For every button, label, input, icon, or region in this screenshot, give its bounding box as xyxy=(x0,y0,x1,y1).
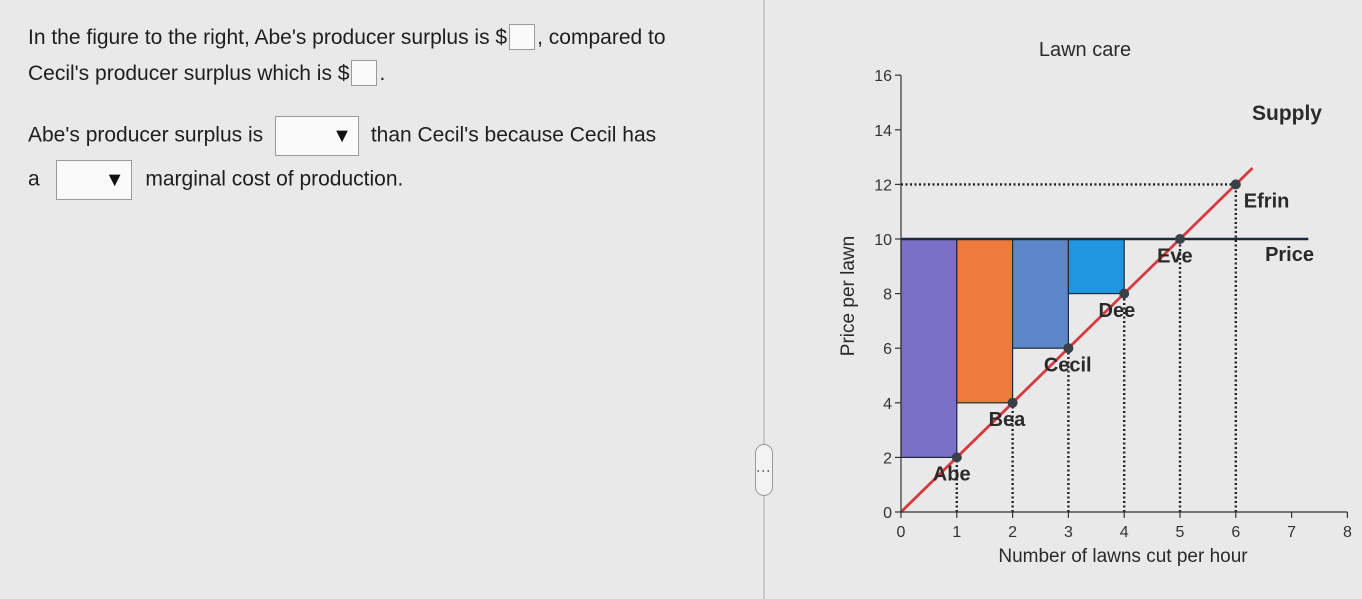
y-tick-label: 6 xyxy=(883,341,892,358)
comparison-dropdown[interactable]: ▼ xyxy=(274,116,359,156)
x-tick-label: 2 xyxy=(1008,524,1017,541)
y-tick-label: 8 xyxy=(883,287,892,304)
question-line-2: Cecil's producer surplus which is $. xyxy=(28,60,385,88)
question-line-3: Abe's producer surplus is ▼ than Cecil's… xyxy=(28,116,656,156)
seller-label-dee: Dee xyxy=(1099,300,1136,322)
question-text: than Cecil's because Cecil has xyxy=(370,123,657,147)
chart-labels: Lawn care Number of lawns cut per hour P… xyxy=(838,39,1322,567)
seller-label-efrin: Efrin xyxy=(1244,191,1290,213)
surplus-bar-cecil xyxy=(1012,238,1070,349)
marginal-cost-dropdown[interactable]: ▼ xyxy=(55,160,132,200)
y-axis-label: Price per lawn xyxy=(838,236,859,356)
chevron-down-icon: ▼ xyxy=(104,169,125,191)
y-tick-label: 2 xyxy=(883,450,892,467)
seller-label-cecil: Cecil xyxy=(1044,355,1092,377)
pane-resize-handle[interactable]: ⋮ xyxy=(755,444,773,496)
supply-point-cecil xyxy=(1063,343,1074,354)
supply-point-efrin xyxy=(1230,179,1241,190)
chevron-down-icon: ▼ xyxy=(332,125,352,147)
y-tick-label: 0 xyxy=(883,505,892,522)
y-tick-label: 16 xyxy=(874,68,892,85)
seller-label-bea: Bea xyxy=(989,409,1027,431)
surplus-bar-bea xyxy=(956,238,1014,404)
y-tick-label: 12 xyxy=(874,177,892,194)
seller-label-eve: Eve xyxy=(1157,245,1193,267)
seller-label-abe: Abe xyxy=(933,464,971,486)
surplus-bars xyxy=(900,238,1125,458)
y-tick-label: 4 xyxy=(883,396,892,413)
supply-point-dee xyxy=(1119,288,1130,299)
question-text: , compared to xyxy=(537,26,666,49)
supply-points xyxy=(951,179,1241,463)
x-tick-label: 6 xyxy=(1231,524,1240,541)
x-tick-label: 8 xyxy=(1343,524,1352,541)
supply-label: Supply xyxy=(1252,102,1322,125)
dotted-guides xyxy=(901,183,1237,512)
chart-title: Lawn care xyxy=(1039,39,1131,61)
x-tick-label: 4 xyxy=(1120,524,1129,541)
question-text: . xyxy=(379,62,386,85)
question-text: Abe's producer surplus is xyxy=(28,123,264,147)
question-line-4: a ▼ marginal cost of production. xyxy=(28,160,403,200)
surplus-bar-abe xyxy=(900,238,958,458)
price-label: Price xyxy=(1265,244,1314,266)
abe-surplus-input[interactable] xyxy=(509,24,536,50)
y-tick-label: 14 xyxy=(874,123,892,140)
supply-point-abe xyxy=(951,452,962,463)
drag-handle-icon: ⋮ xyxy=(756,464,772,476)
x-tick-label: 0 xyxy=(897,524,906,541)
cecil-surplus-input[interactable] xyxy=(351,60,378,86)
question-text: Cecil's producer surplus which is $ xyxy=(28,62,350,85)
y-tick-label: 10 xyxy=(874,232,892,249)
supply-point-bea xyxy=(1007,397,1018,408)
x-tick-label: 5 xyxy=(1176,524,1185,541)
surplus-bar-dee xyxy=(1067,238,1125,295)
question-text: a xyxy=(28,167,40,191)
x-tick-label: 3 xyxy=(1064,524,1073,541)
question-line-1: In the figure to the right, Abe's produc… xyxy=(28,24,666,52)
x-axis-label: Number of lawns cut per hour xyxy=(998,546,1248,567)
pane-divider xyxy=(763,0,765,599)
question-panel: In the figure to the right, Abe's produc… xyxy=(28,24,666,200)
question-text: marginal cost of production. xyxy=(145,167,404,191)
x-tick-label: 1 xyxy=(952,524,961,541)
supply-point-eve xyxy=(1175,234,1185,244)
x-tick-label: 7 xyxy=(1287,524,1296,541)
question-text: In the figure to the right, Abe's produc… xyxy=(28,26,508,49)
